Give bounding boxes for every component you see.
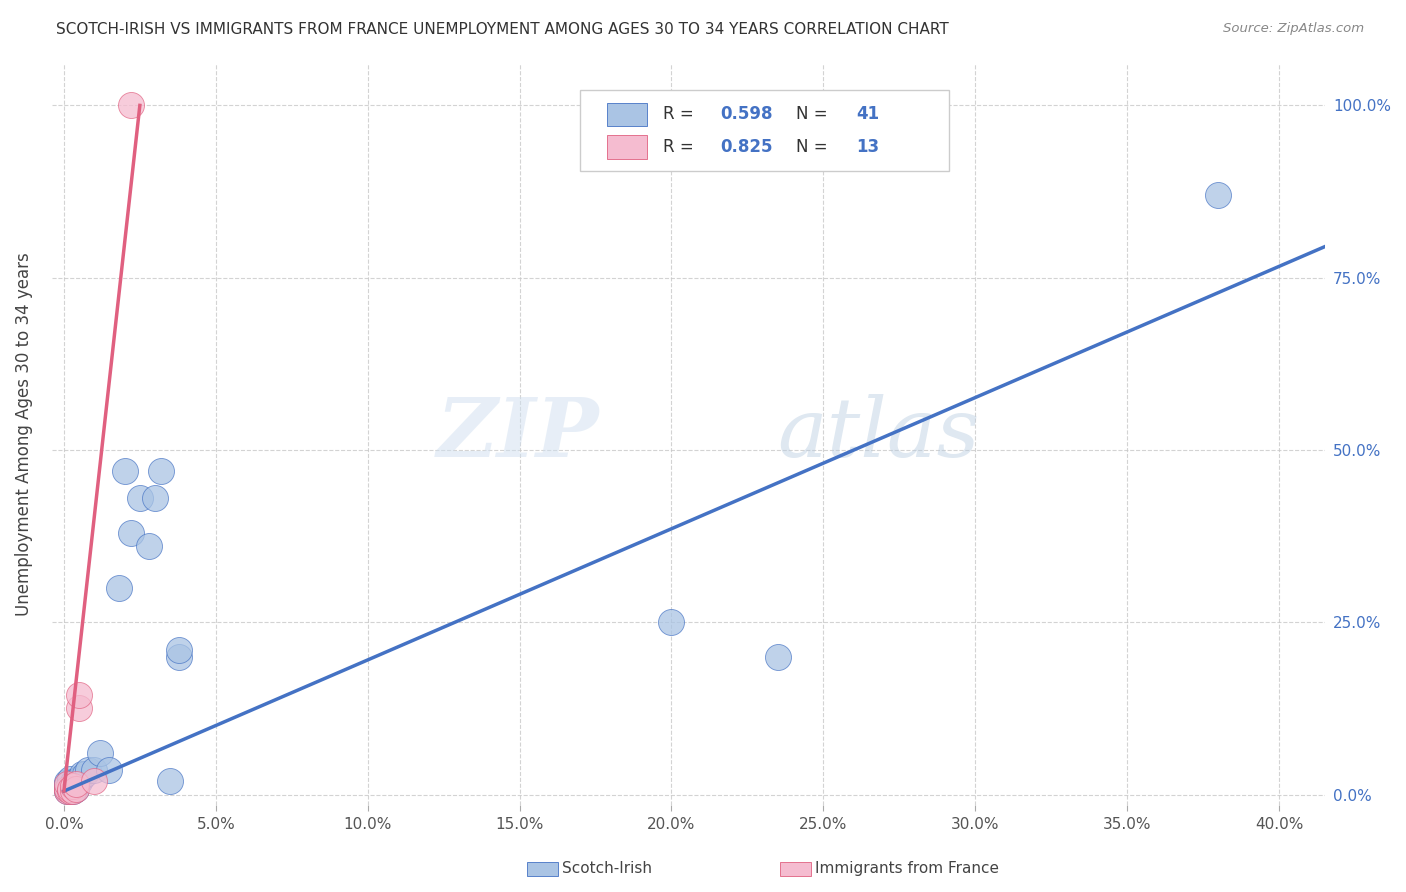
Text: R =: R = bbox=[662, 105, 699, 123]
Point bbox=[56, 782, 79, 797]
Point bbox=[70, 767, 93, 781]
Point bbox=[1208, 188, 1230, 202]
Point bbox=[67, 775, 90, 789]
Point bbox=[59, 772, 82, 787]
Point bbox=[107, 581, 129, 595]
Point bbox=[56, 784, 79, 798]
Point bbox=[65, 782, 87, 797]
Point bbox=[62, 777, 84, 791]
Text: atlas: atlas bbox=[778, 394, 980, 475]
Point bbox=[67, 688, 90, 702]
Point bbox=[150, 464, 173, 478]
Point bbox=[59, 777, 82, 791]
Point bbox=[59, 784, 82, 798]
Text: R =: R = bbox=[662, 138, 699, 156]
Point bbox=[62, 784, 84, 798]
Text: N =: N = bbox=[796, 105, 834, 123]
Point bbox=[56, 782, 79, 797]
Point bbox=[56, 779, 79, 793]
Point bbox=[62, 784, 84, 798]
Point bbox=[98, 764, 121, 778]
Text: Scotch-Irish: Scotch-Irish bbox=[562, 862, 652, 876]
Point bbox=[70, 770, 93, 784]
Point bbox=[83, 764, 105, 778]
Point bbox=[159, 773, 181, 788]
Point bbox=[62, 782, 84, 797]
Point bbox=[62, 775, 84, 789]
Point bbox=[56, 777, 79, 791]
Point bbox=[138, 540, 160, 554]
Point bbox=[56, 777, 79, 791]
Text: Source: ZipAtlas.com: Source: ZipAtlas.com bbox=[1223, 22, 1364, 36]
Text: 0.825: 0.825 bbox=[720, 138, 772, 156]
Text: N =: N = bbox=[796, 138, 834, 156]
Point bbox=[120, 98, 142, 112]
Point bbox=[62, 779, 84, 793]
Point bbox=[67, 701, 90, 715]
Text: 41: 41 bbox=[856, 105, 879, 123]
Y-axis label: Unemployment Among Ages 30 to 34 years: Unemployment Among Ages 30 to 34 years bbox=[15, 252, 32, 616]
FancyBboxPatch shape bbox=[581, 90, 949, 171]
Text: 13: 13 bbox=[856, 138, 879, 156]
Point bbox=[65, 777, 87, 791]
Text: Immigrants from France: Immigrants from France bbox=[815, 862, 1000, 876]
Point bbox=[59, 779, 82, 793]
Text: SCOTCH-IRISH VS IMMIGRANTS FROM FRANCE UNEMPLOYMENT AMONG AGES 30 TO 34 YEARS CO: SCOTCH-IRISH VS IMMIGRANTS FROM FRANCE U… bbox=[56, 22, 949, 37]
Point bbox=[56, 775, 79, 789]
Point bbox=[661, 615, 683, 630]
Point bbox=[169, 643, 191, 657]
Point bbox=[83, 773, 105, 788]
Point bbox=[59, 784, 82, 798]
Point bbox=[56, 784, 79, 798]
Point bbox=[75, 767, 97, 781]
Text: 0.598: 0.598 bbox=[720, 105, 772, 123]
Point bbox=[169, 649, 191, 664]
Point bbox=[59, 782, 82, 797]
Point bbox=[114, 464, 136, 478]
Point bbox=[77, 764, 100, 778]
Point bbox=[65, 782, 87, 797]
FancyBboxPatch shape bbox=[607, 136, 648, 159]
Point bbox=[62, 779, 84, 793]
Point bbox=[65, 779, 87, 793]
FancyBboxPatch shape bbox=[607, 103, 648, 127]
Point bbox=[89, 746, 111, 760]
Point bbox=[59, 775, 82, 789]
Text: ZIP: ZIP bbox=[436, 394, 599, 475]
Point bbox=[766, 649, 789, 664]
Point bbox=[65, 775, 87, 789]
Point bbox=[128, 491, 150, 506]
Point bbox=[143, 491, 166, 506]
Point bbox=[120, 525, 142, 540]
Point bbox=[67, 772, 90, 787]
Point bbox=[59, 782, 82, 797]
